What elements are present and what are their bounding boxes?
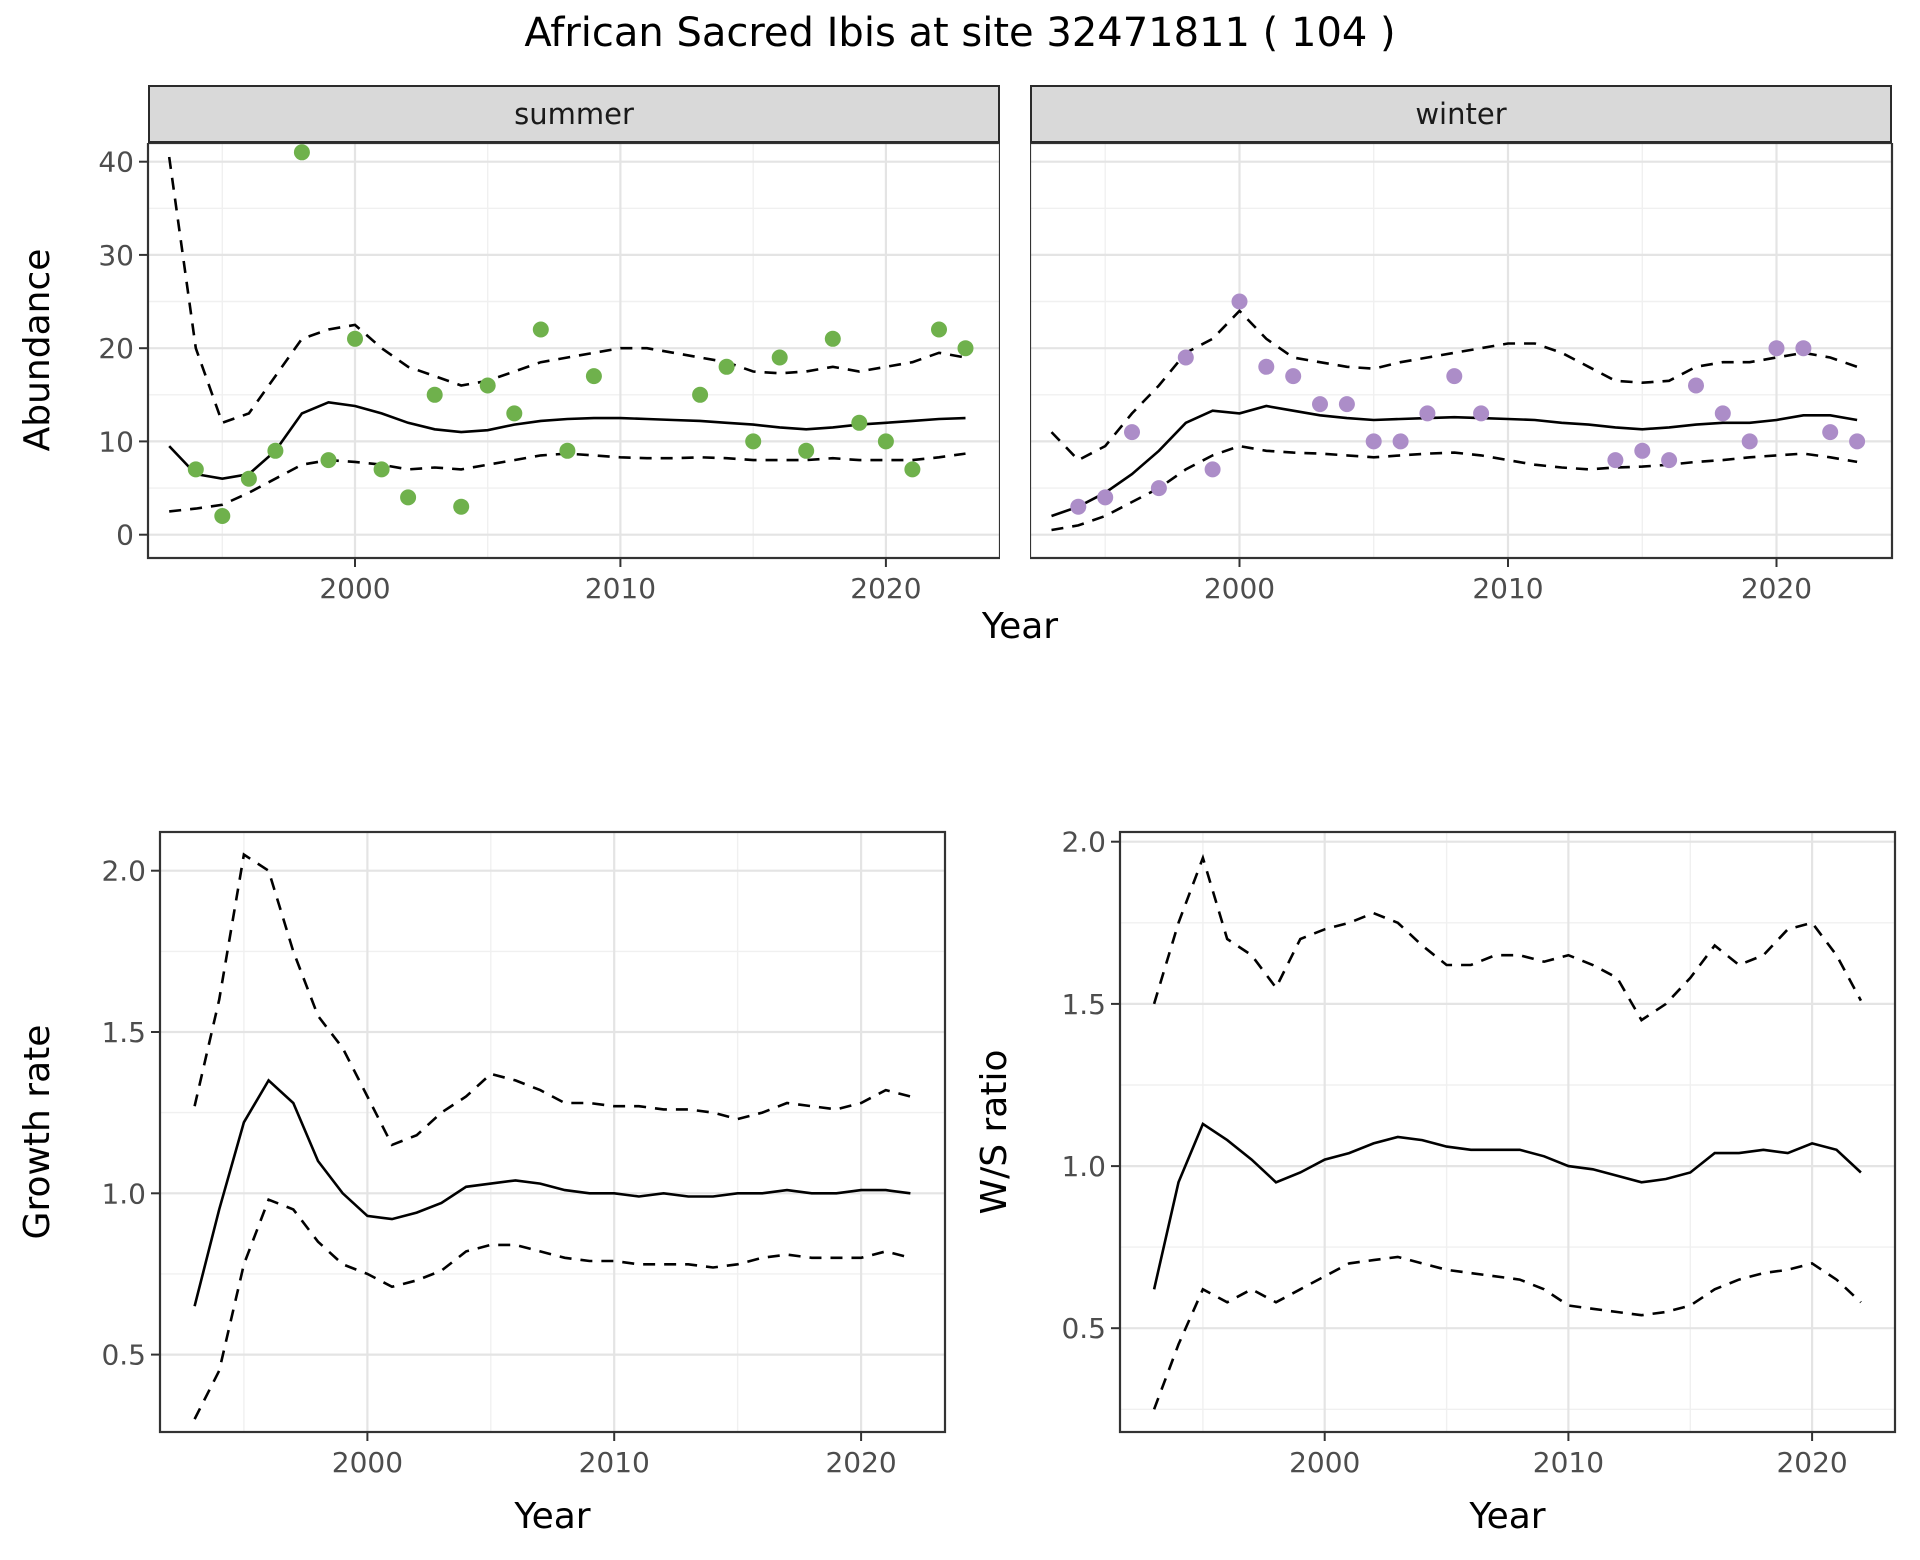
svg-text:1.5: 1.5	[101, 1016, 146, 1049]
facet-strip-winter: winter	[1030, 85, 1892, 143]
svg-text:2010: 2010	[585, 572, 656, 605]
summer-abundance-chart: 2000 2010 2020 0 10 20 30 40	[98, 143, 1000, 605]
svg-text:2010: 2010	[1533, 1446, 1604, 1479]
ws-ratio-chart: 2000 2010 2020 0.5 1.0 1.5 2.0	[1061, 826, 1897, 1479]
svg-text:2.0: 2.0	[1061, 826, 1106, 859]
svg-text:2000: 2000	[332, 1446, 403, 1479]
facet-strip-summer-label: summer	[514, 97, 634, 131]
svg-text:30: 30	[98, 239, 134, 272]
svg-text:40: 40	[98, 146, 134, 179]
svg-text:2010: 2010	[579, 1446, 650, 1479]
svg-text:1.5: 1.5	[1061, 988, 1106, 1021]
svg-text:2000: 2000	[1289, 1446, 1360, 1479]
svg-text:0.5: 0.5	[1061, 1312, 1106, 1345]
svg-text:2020: 2020	[850, 572, 921, 605]
ws-ratio-axis-title: W/S ratio	[974, 1049, 1015, 1215]
svg-text:2020: 2020	[1741, 572, 1812, 605]
abundance-axis-title: Abundance	[17, 248, 58, 452]
svg-text:10: 10	[98, 425, 134, 458]
facet-strip-summer: summer	[148, 85, 1000, 143]
svg-text:2000: 2000	[1204, 572, 1275, 605]
svg-text:0.5: 0.5	[101, 1339, 146, 1372]
growth-x-axis-title: Year	[514, 1496, 591, 1537]
svg-text:2020: 2020	[825, 1446, 896, 1479]
svg-text:1.0: 1.0	[1061, 1150, 1106, 1183]
ws-x-axis-title: Year	[1469, 1496, 1546, 1537]
plot-title: African Sacred Ibis at site 32471811 ( 1…	[524, 10, 1396, 56]
growth-rate-chart: 2000 2010 2020 0.5 1.0 1.5 2.0	[101, 830, 947, 1479]
svg-text:20: 20	[98, 332, 134, 365]
svg-text:2000: 2000	[319, 572, 390, 605]
svg-text:2020: 2020	[1776, 1446, 1847, 1479]
svg-text:1.0: 1.0	[101, 1177, 146, 1210]
svg-text:2.0: 2.0	[101, 855, 146, 888]
facet-strip-winter-label: winter	[1415, 97, 1507, 131]
winter-abundance-chart: 2000 2010 2020	[1030, 143, 1894, 605]
top-x-axis-title: Year	[981, 606, 1059, 647]
svg-text:2010: 2010	[1472, 572, 1543, 605]
svg-text:0: 0	[116, 519, 134, 552]
